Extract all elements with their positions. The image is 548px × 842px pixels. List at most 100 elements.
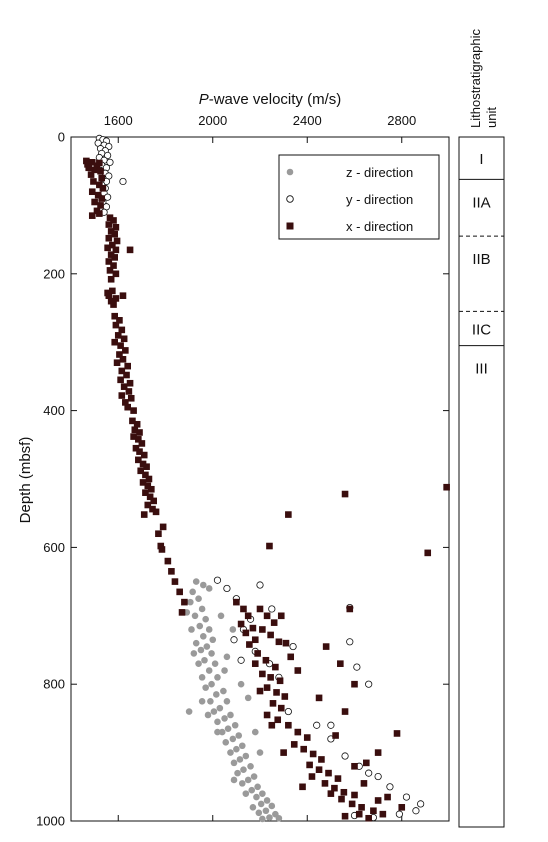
z-direction-point [198,605,206,613]
y-direction-point [374,772,382,781]
x-direction-point [159,523,167,531]
x-direction-point [318,756,325,763]
x-direction-point [251,660,259,667]
x-direction-point [110,217,117,224]
z-direction-point [240,766,247,773]
z-direction-point [254,783,261,791]
x-direction-point [117,376,124,384]
x-direction-point [268,721,276,729]
x-direction-point [263,612,271,620]
x-direction-point [171,578,179,585]
unit-label: III [475,361,488,378]
z-direction-point [255,809,263,817]
x-direction-point [98,195,106,202]
z-direction-point [237,680,245,688]
x-direction-point [124,362,131,370]
z-direction-point [195,595,202,602]
y-axis-title: Depth (mbsf) [17,437,34,524]
x-direction-point [120,383,128,390]
x-direction-point [327,790,335,797]
x-direction-point [144,482,152,490]
x-direction-point [351,791,358,799]
x-direction-point [126,379,134,387]
x-direction-point [157,542,165,550]
z-direction-point [197,646,205,654]
z-direction-point [235,732,243,739]
x-direction-point [315,766,323,773]
z-direction-point [234,769,241,777]
x-direction-point [246,641,253,648]
x-direction-point [110,262,117,269]
x-direction-point [118,326,126,334]
z-direction-point [250,773,258,780]
x-tick-label: 2000 [198,113,227,128]
x-direction-point [111,312,119,320]
x-direction-point [97,167,104,175]
y-direction-point [412,807,420,815]
x-direction-point [140,511,148,518]
x-direction-point [358,804,365,811]
x-direction-point [99,185,107,192]
z-direction-point [214,718,221,726]
z-direction-point [256,749,264,756]
x-direction-point [267,631,274,639]
y-direction-point [104,151,112,160]
z-direction-point [202,615,209,623]
x-direction-point [107,275,115,283]
z-direction-point [262,807,270,815]
x-direction-point [325,769,332,777]
y-tick-label: 200 [43,266,65,281]
x-direction-point [269,700,277,707]
x-direction-point [263,684,271,691]
x-direction-point [123,371,130,379]
z-direction-point [214,728,221,736]
x-direction-point [251,636,259,644]
x-axis-title-rest: -wave velocity (m/s) [209,91,342,108]
x-tick-label: 2800 [387,113,416,128]
z-direction-point [257,800,265,808]
z-direction-point [275,814,283,822]
z-direction-point [203,643,211,650]
y-direction-point [106,158,114,166]
x-direction-point [109,287,116,295]
z-direction-point [220,687,227,695]
y-direction-point [346,638,354,646]
x-direction-point [140,451,148,459]
x-direction-point [145,475,153,483]
x-direction-point [138,440,146,447]
x-direction-point [109,241,116,249]
x-direction-point [285,721,292,729]
x-direction-point [332,732,339,739]
z-direction-point [217,612,225,620]
y-tick-label: 400 [43,403,65,418]
x-direction-point [142,471,149,479]
y-tick-label: 1000 [36,814,65,829]
y-direction-point [365,769,373,777]
x-direction-point [110,301,117,308]
lithology-frame [458,136,505,828]
x-direction-point [143,463,150,470]
y-tick-label: 600 [43,540,65,555]
x-direction-point [111,230,119,238]
x-direction-point [340,788,348,796]
unit-label: IIC [472,322,491,339]
x-direction-point [266,542,273,550]
z-direction-point [229,735,237,743]
y-direction-point [365,680,373,688]
x-direction-point [285,511,292,518]
z-direction-point [196,622,204,630]
x-direction-point [118,367,126,375]
x-direction-point [341,490,349,498]
x-direction-point [120,335,128,343]
z-direction-point [185,708,193,715]
x-tick-label: 1600 [104,113,133,128]
x-direction-point [107,297,115,305]
z-direction-point [221,715,228,722]
x-direction-point [308,773,316,780]
x-direction-point [139,479,147,486]
x-direction-point [178,609,186,616]
x-axis-title: P-wave velocity (m/s) [199,91,342,108]
unit-label: IIB [472,251,490,268]
unit-label: I [479,151,483,168]
